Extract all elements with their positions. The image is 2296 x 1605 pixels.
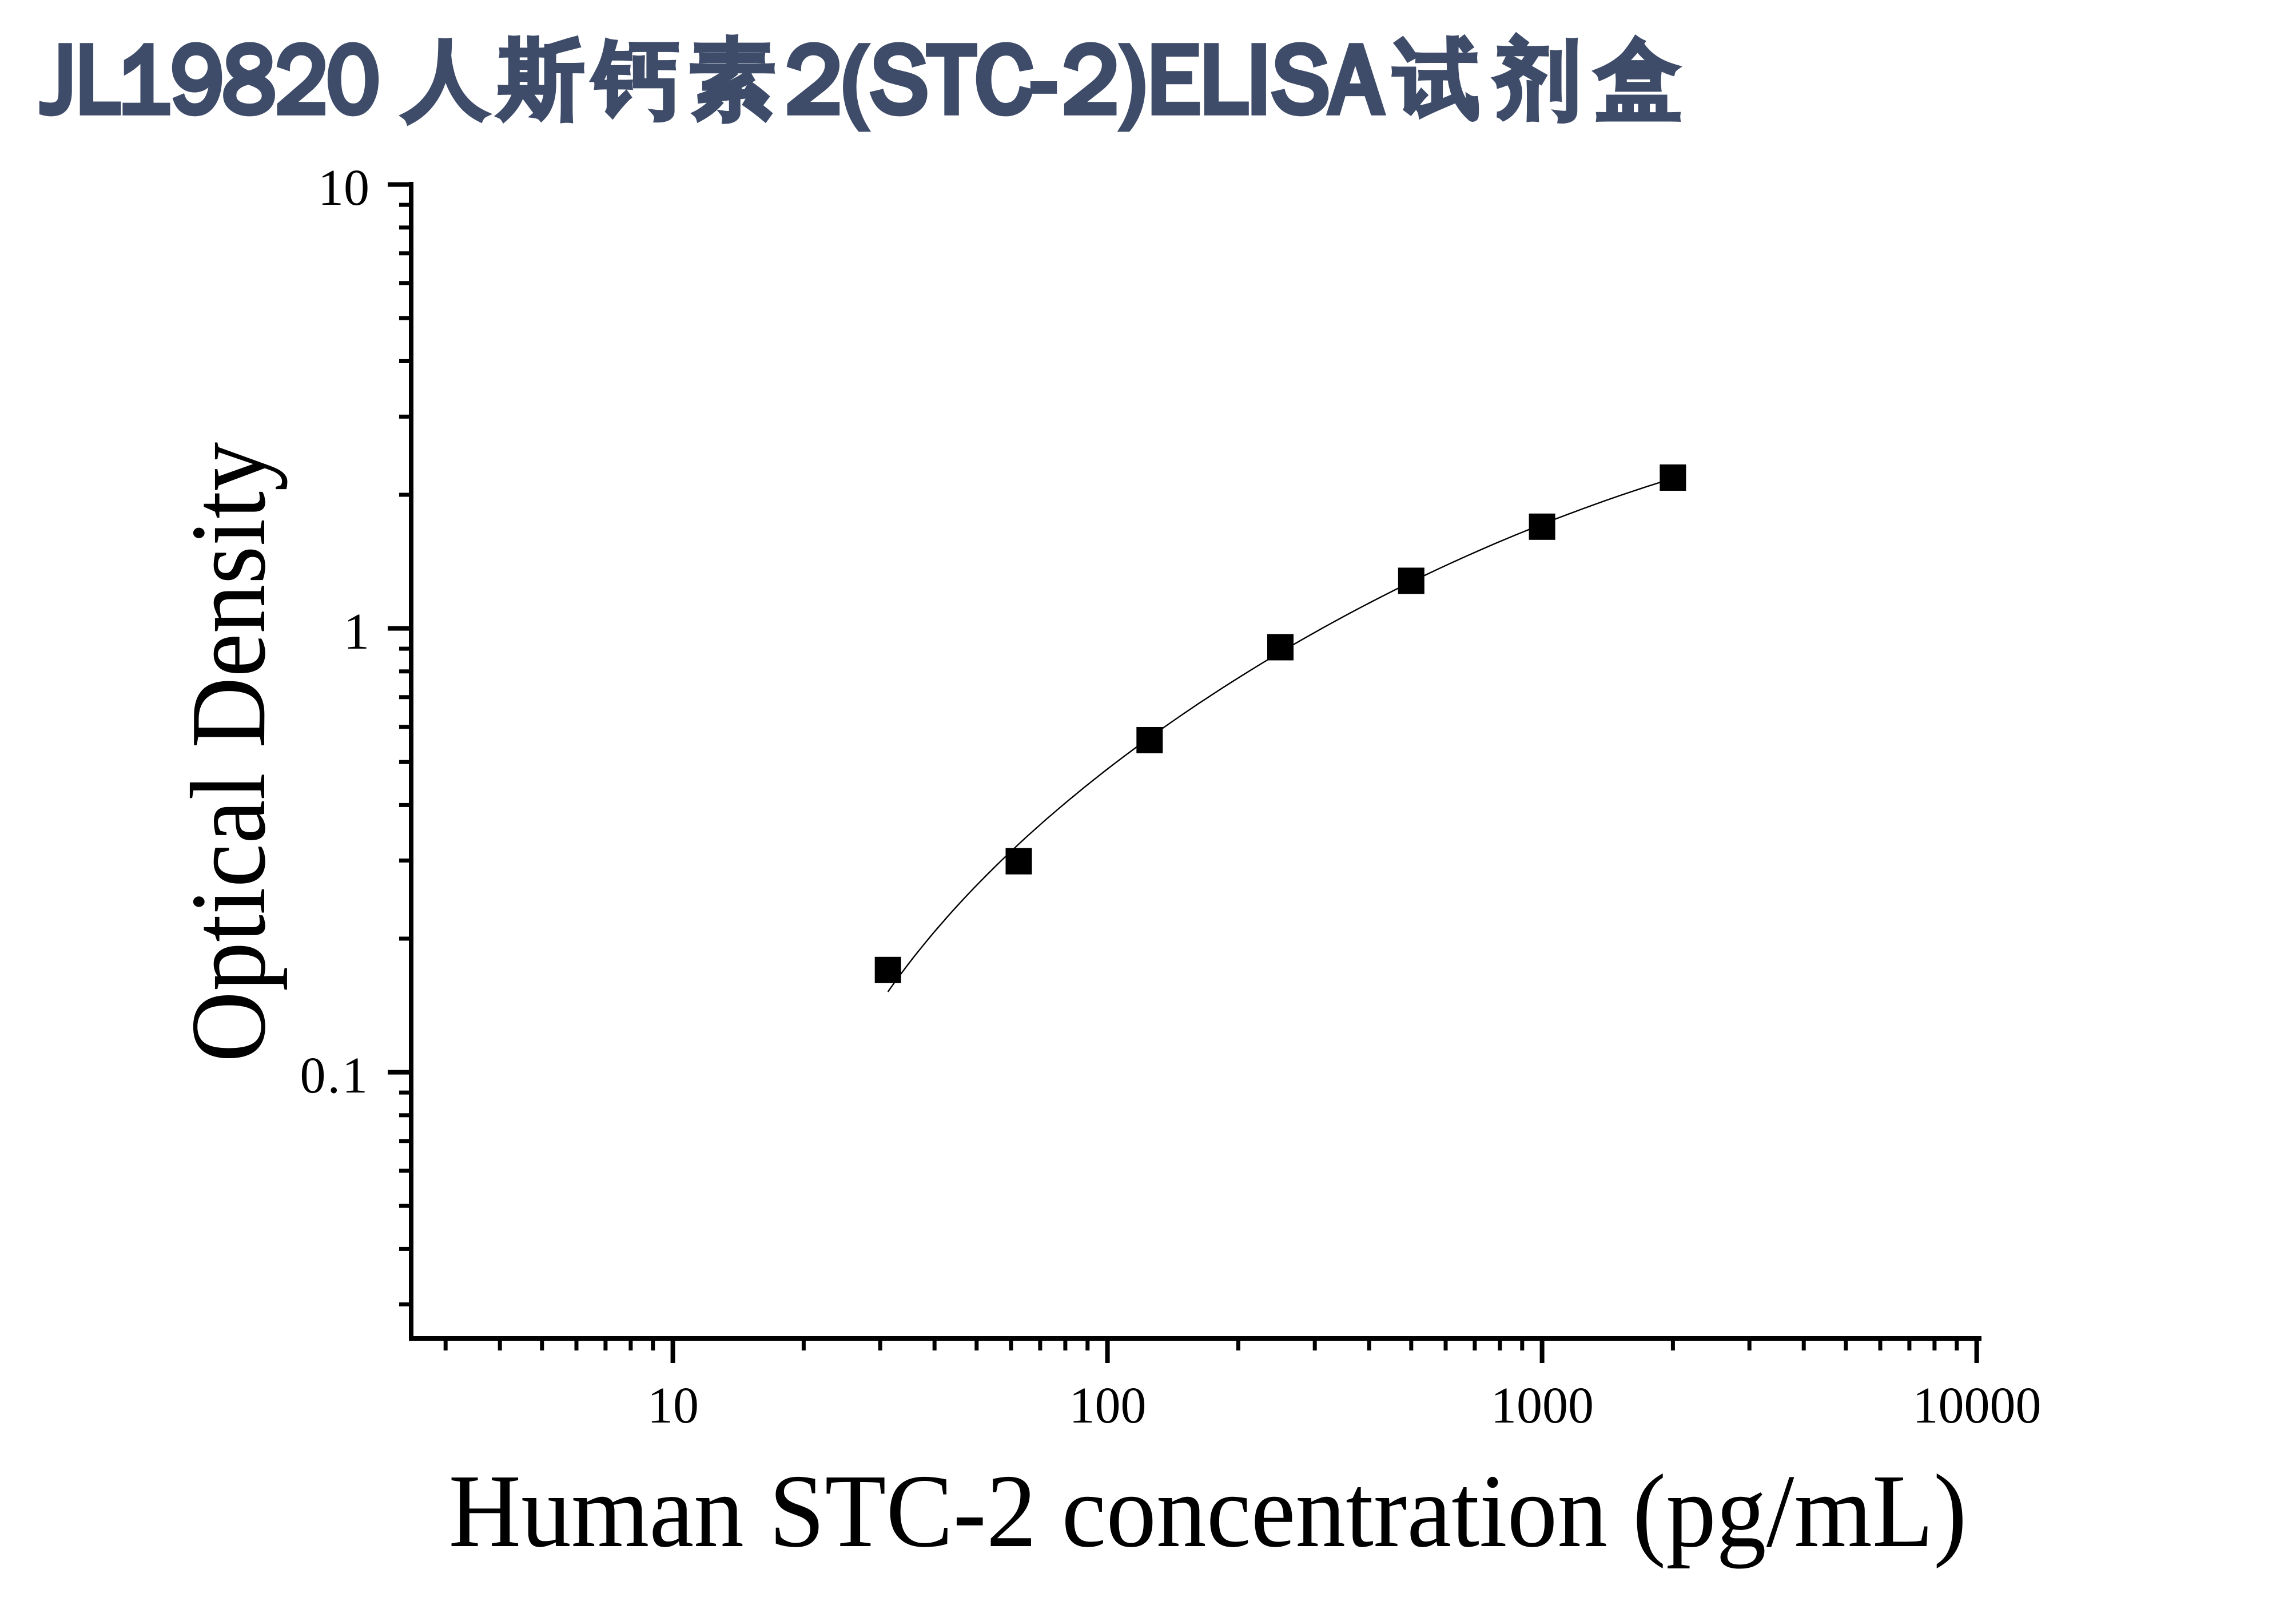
svg-text:1000: 1000 — [1491, 1377, 1594, 1434]
svg-text:0.1: 0.1 — [300, 1047, 370, 1104]
svg-text:10000: 10000 — [1913, 1377, 2042, 1434]
svg-text:Optical Density: Optical Density — [169, 442, 287, 1062]
svg-text:10: 10 — [318, 160, 369, 216]
svg-text:Human STC-2 concentration (pg/: Human STC-2 concentration (pg/mL) — [449, 1453, 1967, 1569]
svg-text:1: 1 — [344, 603, 369, 660]
svg-text:10: 10 — [647, 1377, 699, 1434]
svg-text:100: 100 — [1069, 1377, 1147, 1434]
